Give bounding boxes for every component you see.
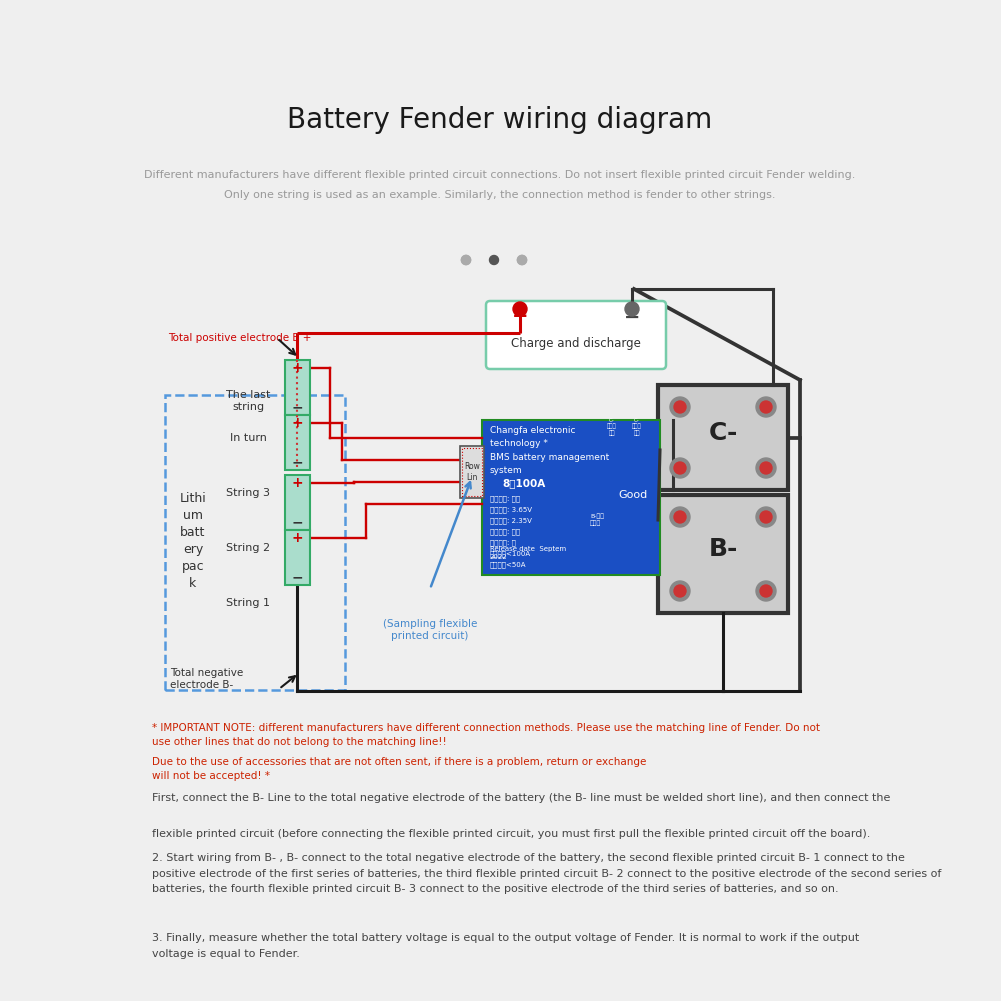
Text: 放电电流<100A: 放电电流<100A xyxy=(490,550,532,557)
Text: BMS battery management: BMS battery management xyxy=(490,453,610,462)
Text: * IMPORTANT NOTE: different manufacturers have different connection methods. Ple: * IMPORTANT NOTE: different manufacturer… xyxy=(152,723,820,748)
Text: 8串100A: 8串100A xyxy=(502,478,546,488)
Text: Different manufacturers have different flexible printed circuit connections. Do : Different manufacturers have different f… xyxy=(144,170,856,180)
Text: 3. Finally, measure whether the total battery voltage is equal to the output vol: 3. Finally, measure whether the total ba… xyxy=(152,933,859,959)
Text: 电池类型: 馓锂: 电池类型: 馓锂 xyxy=(490,495,521,502)
Text: 充电电流<50A: 充电电流<50A xyxy=(490,561,527,568)
Text: 2. Start wiring from B- , B- connect to the total negative electrode of the batt: 2. Start wiring from B- , B- connect to … xyxy=(152,853,941,894)
Bar xyxy=(285,415,310,470)
Circle shape xyxy=(756,581,776,601)
Circle shape xyxy=(674,511,686,523)
Text: +: + xyxy=(291,476,303,490)
Circle shape xyxy=(461,255,470,264)
Circle shape xyxy=(760,462,772,474)
Bar xyxy=(285,530,310,585)
Bar xyxy=(285,475,310,530)
Circle shape xyxy=(513,302,527,316)
Text: +: + xyxy=(291,416,303,430)
Text: String 1: String 1 xyxy=(226,598,270,608)
Text: −: − xyxy=(291,455,303,469)
Text: Row
Lin: Row Lin xyxy=(464,462,479,481)
Text: technology *: technology * xyxy=(490,439,548,448)
Text: −: − xyxy=(291,515,303,529)
Text: 过充电压: 3.65V: 过充电压: 3.65V xyxy=(490,506,532,513)
Text: First, connect the B- Line to the total negative electrode of the battery (the B: First, connect the B- Line to the total … xyxy=(152,793,890,839)
Text: (Sampling flexible
printed circuit): (Sampling flexible printed circuit) xyxy=(382,619,477,641)
Circle shape xyxy=(756,397,776,417)
Text: The last
string: The last string xyxy=(226,390,270,411)
Text: Due to the use of accessories that are not often sent, if there is a problem, re: Due to the use of accessories that are n… xyxy=(152,757,647,782)
Text: +: + xyxy=(291,531,303,545)
Circle shape xyxy=(670,397,690,417)
Text: Release date  Septem
2022: Release date Septem 2022 xyxy=(490,547,567,560)
Circle shape xyxy=(489,255,498,264)
Bar xyxy=(658,385,788,490)
Text: +: + xyxy=(291,361,303,375)
Text: 过放电压: 2.35V: 过放电压: 2.35V xyxy=(490,517,532,524)
Text: −: − xyxy=(291,570,303,584)
Text: Charge and discharge: Charge and discharge xyxy=(512,336,641,349)
Circle shape xyxy=(674,585,686,597)
Circle shape xyxy=(670,458,690,478)
Text: system: system xyxy=(490,466,523,475)
Text: −: − xyxy=(291,400,303,414)
Circle shape xyxy=(625,302,639,316)
Text: B-: B- xyxy=(709,537,738,561)
Text: Total positive electrode B +: Total positive electrode B + xyxy=(168,333,311,343)
FancyBboxPatch shape xyxy=(486,301,666,369)
Text: 充电功能: 无: 充电功能: 无 xyxy=(490,539,516,546)
Circle shape xyxy=(760,401,772,413)
Circle shape xyxy=(760,585,772,597)
Bar xyxy=(460,446,484,498)
Text: String 3: String 3 xyxy=(226,488,270,498)
Text: C-: C- xyxy=(709,421,738,445)
Circle shape xyxy=(670,507,690,527)
Text: Lithi
um
batt
ery
pac
k: Lithi um batt ery pac k xyxy=(179,492,206,590)
Text: Only one string is used as an example. Similarly, the connection method is fende: Only one string is used as an example. S… xyxy=(224,190,776,200)
Text: Battery Fender wiring diagram: Battery Fender wiring diagram xyxy=(287,106,713,134)
Text: Changfa electronic: Changfa electronic xyxy=(490,426,576,435)
Text: C-
充放电
共机: C- 充放电 共机 xyxy=(608,418,617,436)
Text: 输技方式: 同口: 输技方式: 同口 xyxy=(490,528,521,535)
Circle shape xyxy=(670,581,690,601)
Text: Good: Good xyxy=(618,490,648,500)
Circle shape xyxy=(756,458,776,478)
Text: B-电池
总负极: B-电池 总负极 xyxy=(590,514,604,526)
Text: String 2: String 2 xyxy=(226,543,270,553)
Text: Total negative
electrode B-: Total negative electrode B- xyxy=(170,669,243,690)
Bar xyxy=(462,448,482,496)
Circle shape xyxy=(760,511,772,523)
Bar xyxy=(285,360,310,415)
Circle shape xyxy=(674,462,686,474)
Circle shape xyxy=(674,401,686,413)
Text: C-
充放电
共机: C- 充放电 共机 xyxy=(632,418,642,436)
Bar xyxy=(658,495,788,613)
Text: +: + xyxy=(512,307,529,326)
Text: In turn: In turn xyxy=(229,433,266,443)
Circle shape xyxy=(756,507,776,527)
Bar xyxy=(482,420,660,575)
Text: −: − xyxy=(624,307,641,326)
Circle shape xyxy=(518,255,527,264)
Bar xyxy=(165,395,345,690)
